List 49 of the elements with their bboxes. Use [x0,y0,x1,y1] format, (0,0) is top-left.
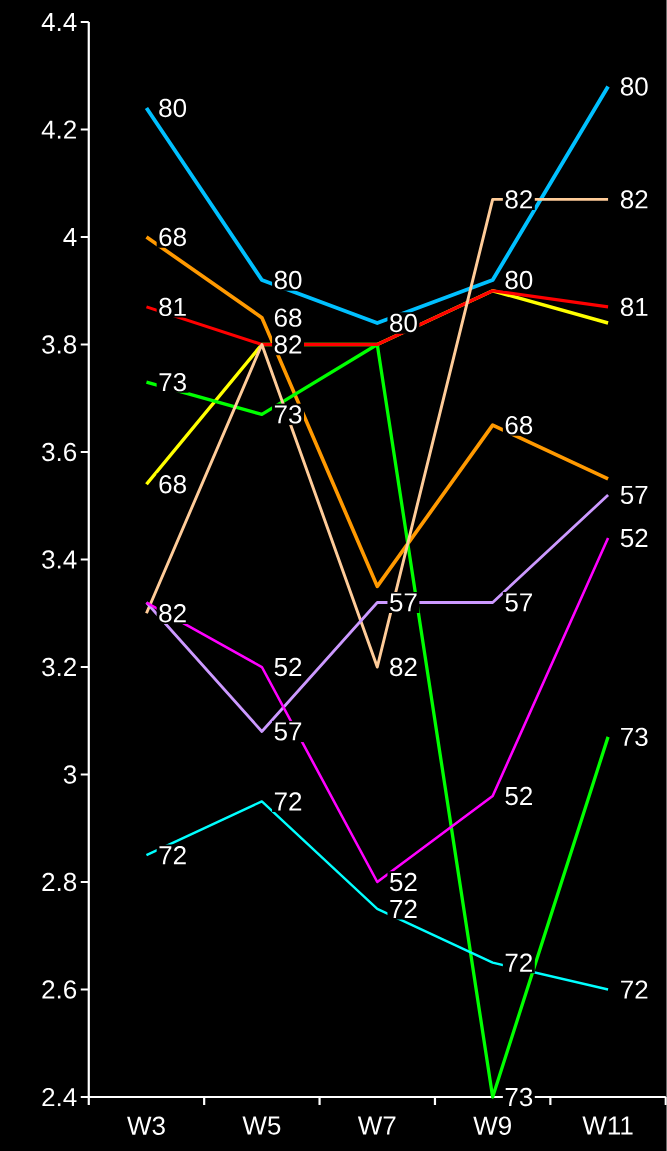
annotation: 82 [621,190,648,209]
annotation: 81 [621,297,648,317]
annotation: 73 [159,372,187,392]
annotation: 57 [274,722,302,741]
y-tick-label: 3 [63,765,77,784]
annotation: 82 [274,335,302,354]
annotation: 72 [275,792,302,811]
annotation: 57 [390,593,417,612]
annotation: 52 [505,786,533,806]
annotation: 80 [621,77,648,96]
annotation: 72 [159,846,186,865]
annotation: 82 [390,657,417,677]
y-tick-label: 4.4 [41,13,77,31]
annotation: 80 [159,98,187,118]
y-tick-label: 3.8 [42,335,77,354]
annotation: 57 [505,593,533,612]
annotation: 57 [620,485,648,505]
annotation: 73 [621,727,648,747]
x-tick-label: W11 [582,1116,633,1135]
annotation: 68 [159,475,187,494]
annotation: 82 [505,190,533,209]
annotation: 72 [390,899,417,918]
annotation: 52 [620,528,648,548]
annotation: 68 [159,227,187,247]
x-tick-label: W3 [127,1116,165,1135]
annotation: 68 [505,415,533,435]
y-tick-label: 3.6 [42,442,77,462]
annotation: 80 [274,270,302,290]
annotation: 68 [275,308,302,327]
annotation: 81 [159,297,186,317]
x-tick-label: W9 [473,1116,512,1135]
y-tick-label: 3.4 [42,550,77,569]
x-tick-label: W7 [357,1116,396,1135]
annotation: 52 [390,872,417,892]
annotation: 73 [505,1087,533,1107]
annotation: 80 [390,313,417,333]
annotation: 82 [159,604,186,623]
annotation: 52 [274,657,302,677]
y-tick-label: 2.8 [42,872,77,892]
y-tick-label: 2.6 [42,980,77,999]
annotation: 73 [275,405,302,424]
y-tick-label: 4.2 [41,120,77,139]
x-tick-label: W5 [242,1116,281,1135]
annotation: 72 [621,980,648,999]
y-tick-label: 3.2 [42,657,77,677]
annotation: 80 [505,270,533,290]
annotation: 72 [505,953,533,972]
y-tick-label: 2.4 [42,1087,77,1107]
y-tick-label: 4 [63,228,77,246]
